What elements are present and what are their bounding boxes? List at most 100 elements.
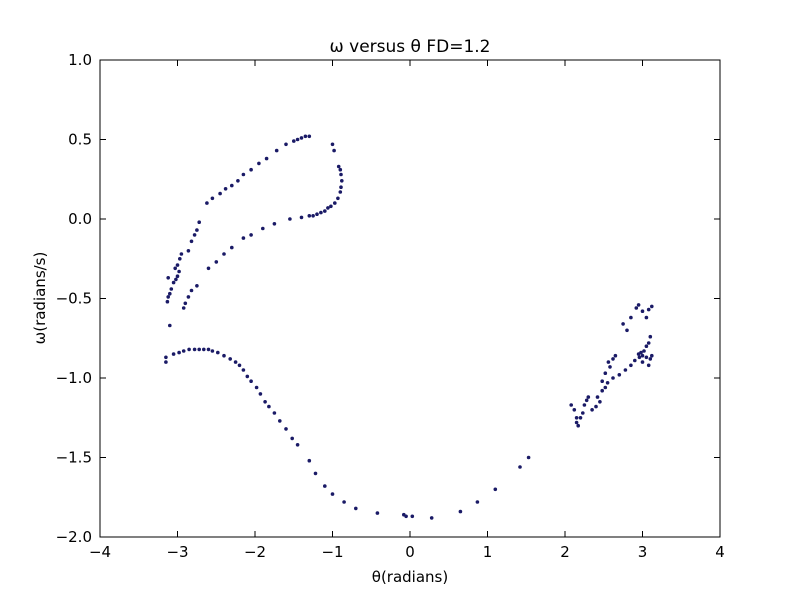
- data-point: [307, 214, 312, 218]
- data-point: [249, 379, 253, 384]
- x-tick-label: 3: [638, 543, 648, 561]
- x-tick-label: 1: [483, 543, 493, 561]
- data-point: [600, 379, 604, 384]
- data-point: [218, 191, 222, 196]
- data-point: [241, 172, 246, 177]
- data-point: [340, 179, 344, 183]
- data-point: [339, 172, 343, 177]
- data-point: [164, 360, 168, 364]
- data-point: [606, 360, 611, 364]
- data-point: [576, 423, 580, 428]
- data-point: [189, 239, 194, 244]
- data-point: [171, 352, 176, 356]
- data-point: [493, 487, 498, 492]
- data-point: [330, 142, 335, 147]
- x-tick-label: 0: [405, 543, 415, 561]
- data-point: [174, 277, 178, 282]
- data-point: [245, 374, 250, 379]
- data-point: [295, 137, 300, 142]
- data-point: [241, 368, 246, 372]
- x-tick-label: −3: [166, 543, 188, 561]
- data-point: [222, 353, 226, 358]
- data-point: [623, 368, 628, 372]
- data-point: [644, 355, 649, 360]
- data-point: [319, 210, 323, 215]
- x-tick-label: −2: [244, 543, 266, 561]
- data-point: [216, 350, 220, 355]
- data-point: [303, 134, 308, 139]
- x-tick-label: 4: [715, 543, 725, 561]
- data-point: [634, 306, 639, 310]
- data-point: [292, 139, 296, 143]
- data-point: [642, 349, 646, 353]
- data-point: [168, 323, 172, 328]
- data-point: [333, 201, 337, 205]
- data-point: [639, 350, 643, 355]
- data-point: [258, 392, 263, 396]
- data-point: [299, 136, 304, 140]
- data-point: [611, 357, 615, 361]
- data-point: [429, 516, 434, 520]
- data-point: [569, 403, 573, 407]
- x-axis-ticks: −4 −3 −2 −1 0 1 2 3 4: [89, 60, 725, 561]
- data-point: [648, 334, 653, 339]
- data-point: [646, 363, 651, 368]
- data-point: [299, 215, 304, 220]
- data-point: [313, 471, 318, 476]
- data-point: [605, 381, 610, 385]
- data-points: [164, 134, 654, 520]
- data-point: [197, 347, 201, 352]
- y-tick-label: 0.5: [68, 131, 92, 149]
- data-point: [375, 511, 380, 515]
- data-point: [181, 349, 186, 353]
- data-point: [290, 436, 295, 441]
- x-axis-label: θ(radians): [372, 568, 448, 586]
- data-point: [590, 408, 594, 412]
- data-point: [326, 206, 330, 210]
- data-point: [210, 196, 215, 201]
- data-point: [179, 252, 184, 256]
- data-point: [210, 349, 215, 353]
- data-point: [595, 395, 600, 399]
- data-point: [186, 295, 191, 299]
- data-point: [608, 365, 612, 369]
- y-axis-ticks: 1.0 0.5 0.0 −0.5 −1.0 −1.5 −2.0: [56, 51, 720, 546]
- data-point: [315, 212, 319, 216]
- data-point: [330, 492, 335, 496]
- data-point: [578, 416, 583, 420]
- data-point: [223, 187, 228, 191]
- data-point: [186, 249, 191, 253]
- data-point: [187, 347, 191, 352]
- data-point: [169, 287, 174, 291]
- data-point: [613, 353, 618, 358]
- data-point: [192, 347, 197, 352]
- data-point: [572, 408, 577, 412]
- data-point: [166, 295, 170, 299]
- y-tick-label: −0.5: [56, 290, 92, 308]
- data-point: [329, 204, 333, 209]
- data-point: [603, 371, 608, 376]
- data-point: [272, 411, 277, 415]
- data-point: [177, 350, 181, 355]
- data-point: [236, 179, 240, 183]
- data-point: [640, 309, 645, 314]
- data-point: [404, 514, 408, 519]
- data-point: [338, 167, 343, 172]
- data-point: [629, 363, 633, 368]
- data-point: [241, 236, 246, 240]
- data-point: [640, 353, 645, 358]
- data-point: [230, 183, 234, 188]
- data-point: [165, 299, 170, 304]
- data-point: [177, 269, 181, 274]
- data-point: [307, 134, 312, 139]
- data-point: [648, 357, 653, 361]
- data-point: [295, 443, 300, 447]
- data-point: [629, 315, 633, 320]
- data-point: [600, 388, 604, 393]
- x-tick-label: −1: [321, 543, 343, 561]
- x-tick-label: 2: [560, 543, 570, 561]
- data-point: [171, 280, 176, 285]
- data-point: [189, 288, 194, 293]
